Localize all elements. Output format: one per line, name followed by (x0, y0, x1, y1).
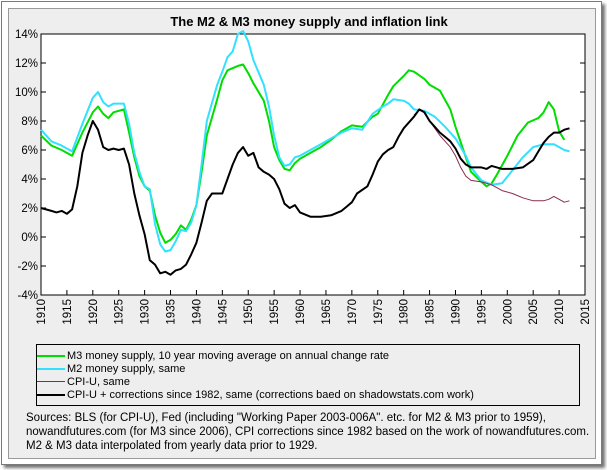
plot-background (40, 33, 586, 296)
y-tick-label: 8% (21, 116, 38, 128)
y-tick-label: 10% (15, 87, 38, 99)
x-tick-label: 1980 (399, 299, 411, 325)
legend-swatch-cpi-u (37, 381, 65, 382)
x-tick-label: 1920 (88, 299, 100, 325)
legend-swatch-m3 (37, 355, 65, 357)
legend-label-cpi-corrected: CPI-U + corrections since 1982, same (co… (67, 389, 474, 401)
x-tick-label: 1970 (347, 299, 359, 325)
sources-note: Sources: BLS (for CPI-U), Fed (including… (26, 412, 590, 452)
x-tick-label: 1925 (114, 299, 126, 325)
legend-swatch-cpi-corrected (37, 394, 65, 396)
plot-area: 14% 12% 10% 8% 6% 4% 2% 0% -2% -4%1910 1915 1920 192… (15, 29, 592, 325)
chart-title: The M2 & M3 money supply and inflation l… (170, 14, 448, 29)
x-tick-label: 1975 (373, 299, 385, 325)
legend: M3 money supply, 10 year moving average … (36, 344, 580, 406)
series-line-m2 (40, 30, 570, 253)
y-tick-label: 14% (15, 29, 38, 41)
legend-label-cpi-u: CPI-U, same (67, 376, 130, 388)
x-tick-label: 1950 (243, 299, 255, 325)
x-tick-label: 1945 (217, 299, 229, 325)
x-tick-label: 1940 (191, 299, 203, 325)
series-line-m3 (40, 63, 566, 244)
y-tick-label: 6% (21, 145, 38, 157)
y-tick-label: -2% (18, 261, 38, 273)
legend-label-m3: M3 money supply, 10 year moving average … (67, 350, 390, 362)
x-tick-label: 1910 (36, 299, 48, 325)
y-tick-label: 4% (21, 174, 38, 186)
line-chart: The M2 & M3 money supply and inflation l… (15, 14, 592, 325)
x-tick-label: 2015 (580, 299, 592, 325)
x-tick-label: 1935 (166, 299, 178, 325)
chart-panel: The M2 & M3 money supply and inflation l… (8, 8, 596, 459)
series-line-cpi-corrected (40, 108, 570, 276)
x-tick-label: 1990 (450, 299, 462, 325)
chart-window: The M2 & M3 money supply and inflation l… (1, 1, 602, 465)
x-tick-label: 1915 (62, 299, 74, 325)
x-tick-label: 1965 (321, 299, 333, 325)
y-tick-label: 2% (21, 203, 38, 215)
x-tick-label: 2010 (554, 299, 566, 325)
y-tick-label: -4% (18, 290, 38, 302)
x-tick-label: 1930 (140, 299, 152, 325)
x-tick-label: 1985 (425, 299, 437, 325)
x-tick-label: 1960 (295, 299, 307, 325)
x-tick-label: 2000 (502, 299, 514, 325)
x-tick-label: 1955 (269, 299, 281, 325)
legend-label-m2: M2 money supply, same (67, 363, 186, 375)
y-tick-label: 12% (15, 58, 38, 70)
legend-swatch-m2 (37, 368, 65, 370)
y-tick-label: 0% (21, 232, 38, 244)
x-tick-label: 1995 (476, 299, 488, 325)
x-tick-label: 2005 (528, 299, 540, 325)
